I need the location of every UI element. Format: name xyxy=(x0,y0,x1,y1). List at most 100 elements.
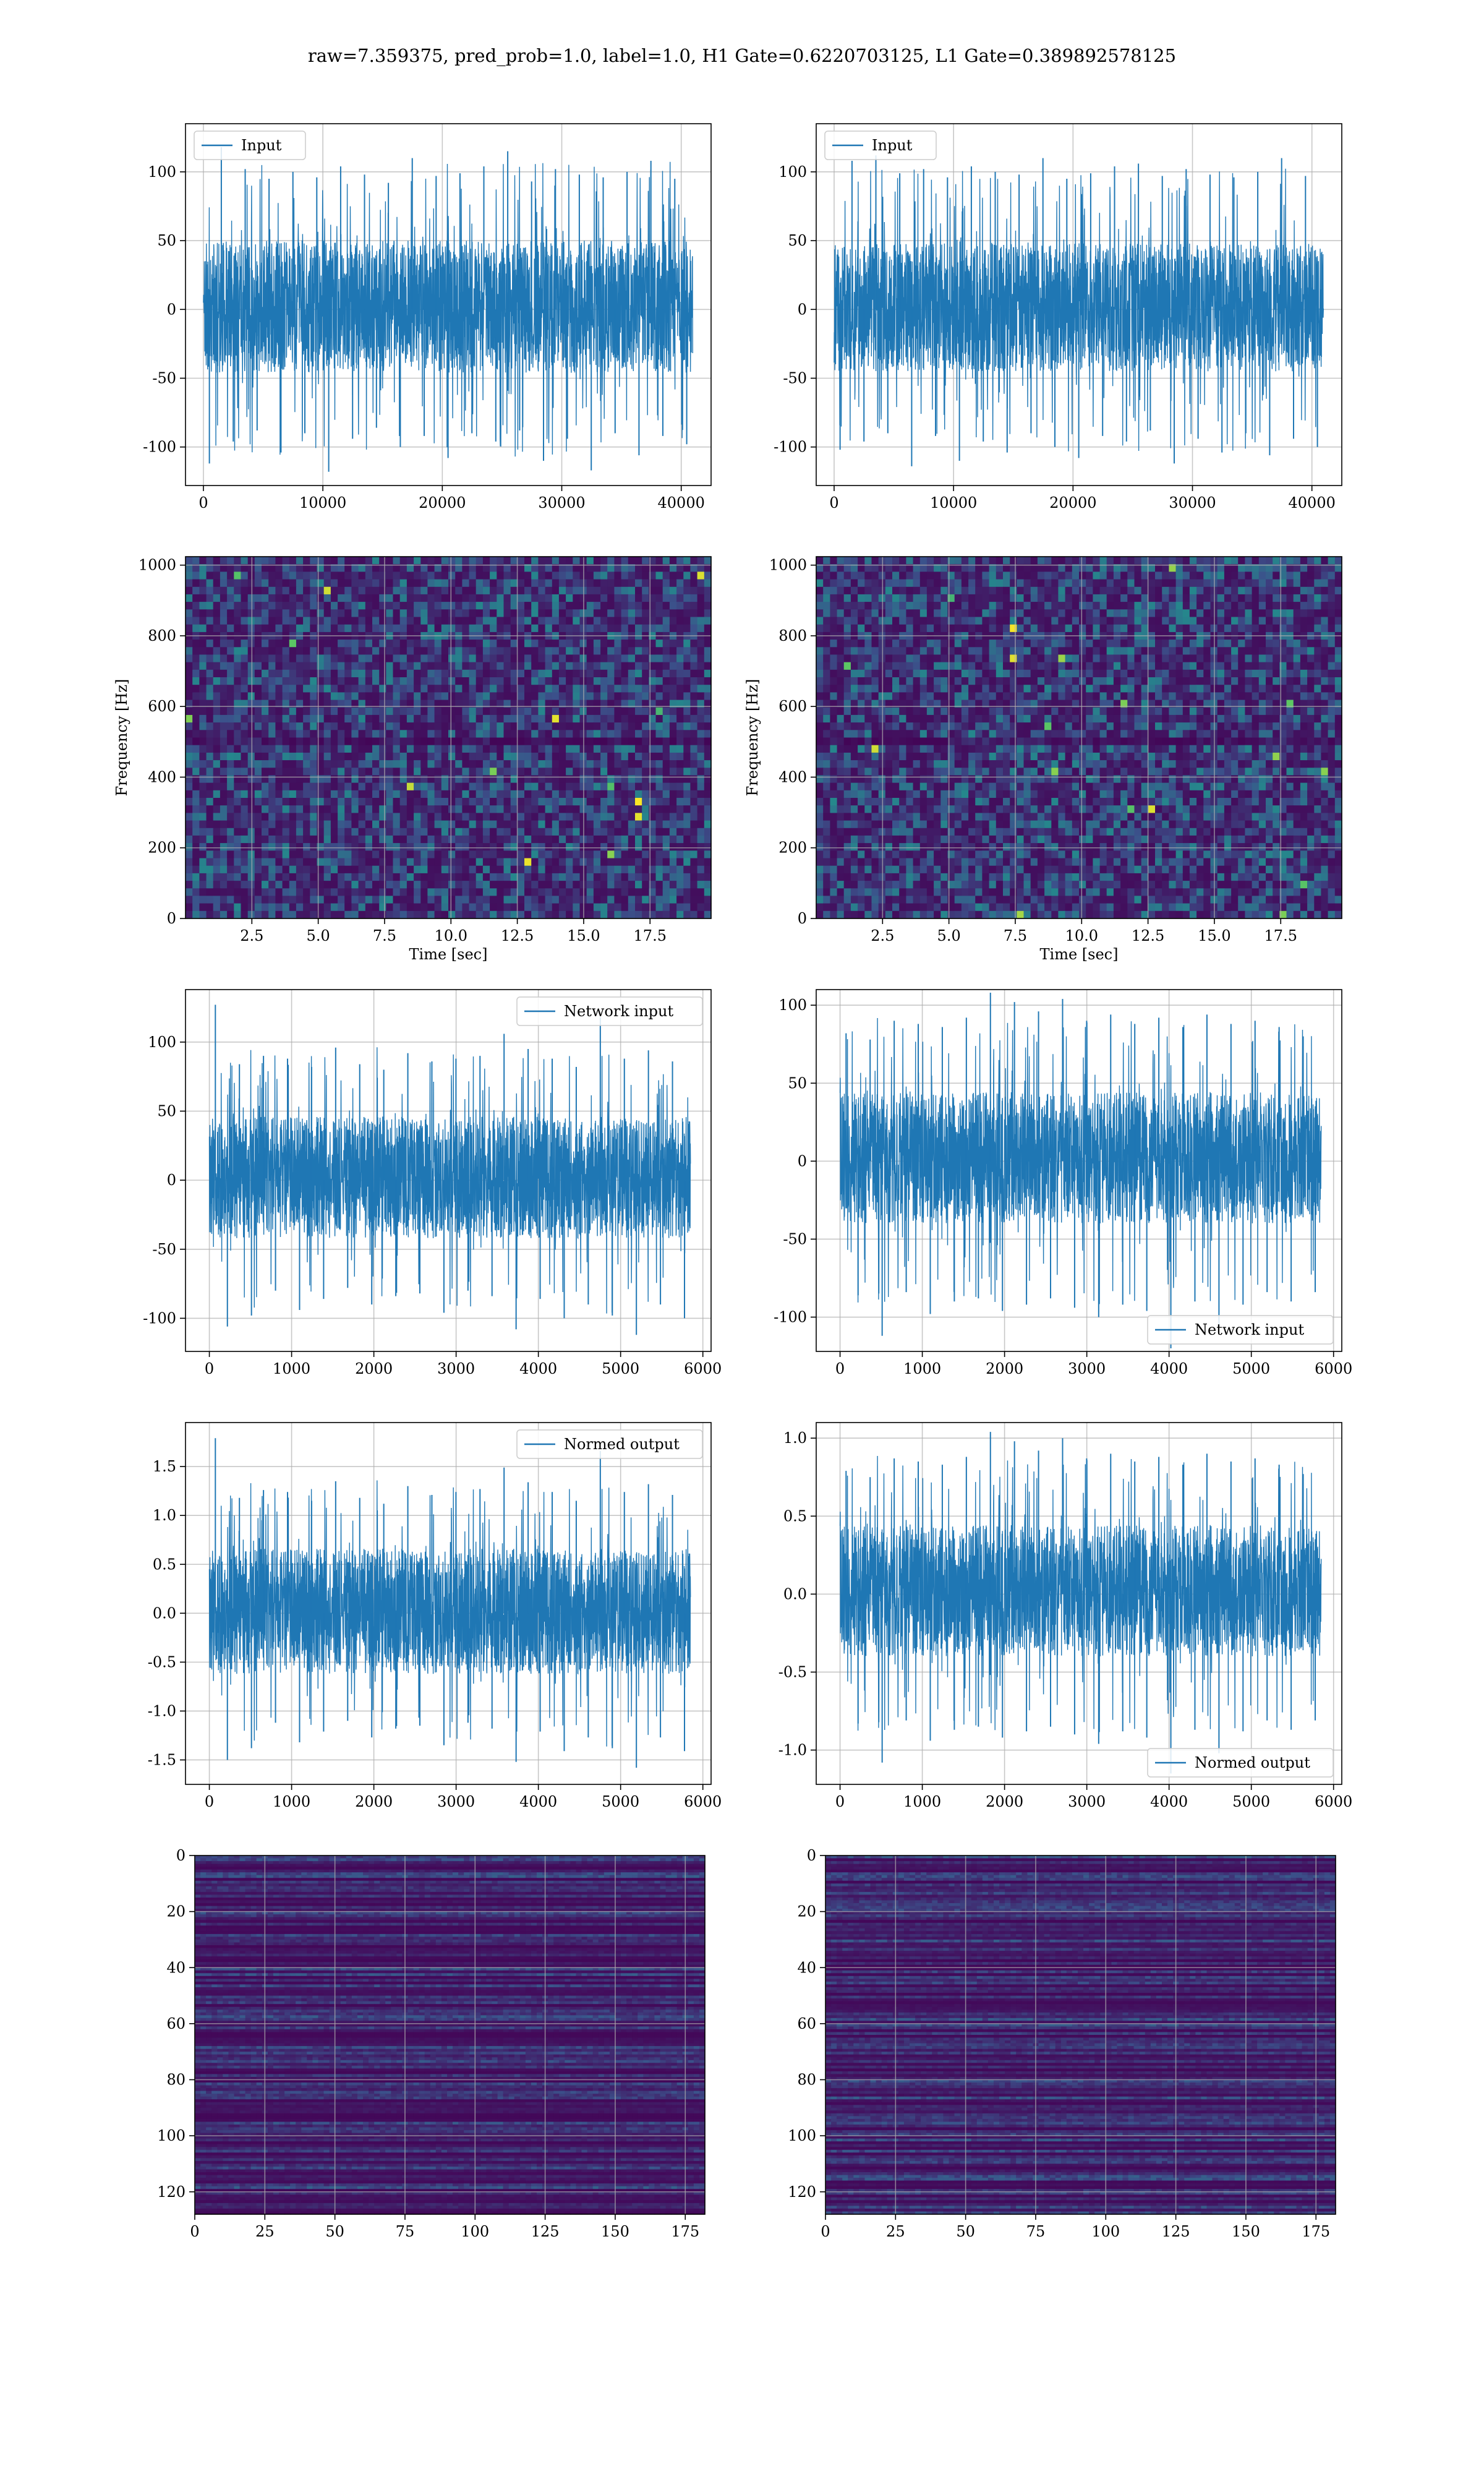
legend-label: Input xyxy=(241,137,282,154)
hot-pixel xyxy=(524,858,531,866)
hot-pixel xyxy=(844,662,851,670)
y-tick-label: 40 xyxy=(166,1959,186,1976)
x-tick-label: 10.0 xyxy=(1065,927,1098,944)
hot-pixel xyxy=(324,587,331,594)
x-tick-label: 20000 xyxy=(1049,494,1096,511)
legend-label: Network input xyxy=(564,1003,673,1020)
hot-pixel xyxy=(871,745,878,753)
x-tick-label: 0 xyxy=(198,494,208,511)
legend: Normed output xyxy=(517,1430,702,1458)
x-tick-label: 2.5 xyxy=(240,927,263,944)
y-tick-label: 40 xyxy=(797,1959,816,1976)
x-tick-label: 4000 xyxy=(519,1793,557,1810)
y-tick-label: -50 xyxy=(783,1230,807,1248)
x-tick-label: 5000 xyxy=(1232,1360,1270,1377)
y-tick-label: -100 xyxy=(774,1309,807,1326)
legend: Input xyxy=(194,131,305,160)
y-tick-label: 100 xyxy=(157,2127,186,2144)
hot-pixel xyxy=(607,850,614,858)
x-tick-label: 40000 xyxy=(1289,494,1336,511)
x-tick-label: 1000 xyxy=(903,1360,941,1377)
y-tick-label: 80 xyxy=(797,2071,816,2089)
y-tick-label: 0.0 xyxy=(153,1604,176,1622)
y-tick-label: -100 xyxy=(143,1309,176,1327)
y-tick-label: 100 xyxy=(778,996,807,1014)
y-tick-label: 0.5 xyxy=(783,1507,807,1525)
y-axis-label: Frequency [Hz] xyxy=(744,679,761,797)
hot-pixel xyxy=(1044,722,1051,730)
hot-pixel xyxy=(1148,805,1155,813)
y-tick-label: 50 xyxy=(157,1102,176,1119)
y-tick-label: 100 xyxy=(148,1034,176,1051)
y-tick-label: 1000 xyxy=(139,557,176,574)
x-tick-label: 7.5 xyxy=(1004,927,1027,944)
x-tick-label: 3000 xyxy=(1068,1793,1106,1810)
x-tick-label: 3000 xyxy=(1068,1360,1106,1377)
y-tick-label: 80 xyxy=(166,2071,186,2089)
x-tick-label: 2.5 xyxy=(871,927,894,944)
x-tick-label: 0 xyxy=(821,2223,830,2240)
x-tick-label: 10.0 xyxy=(435,927,467,944)
y-tick-label: -50 xyxy=(783,370,807,387)
y-tick-label: 0 xyxy=(807,1847,816,1864)
x-tick-label: 12.5 xyxy=(501,927,534,944)
y-tick-label: 20 xyxy=(166,1903,186,1920)
x-axis-label: Time [sec] xyxy=(1040,946,1119,963)
x-tick-label: 1000 xyxy=(273,1360,310,1377)
y-tick-label: 0 xyxy=(798,910,807,927)
y-tick-label: 400 xyxy=(778,768,807,785)
x-tick-label: 1000 xyxy=(273,1793,310,1810)
l1-spectrogram-panel: 2.5 5.0 7.5 10.0 12.5 15.0 17.5020040060080010… xyxy=(744,557,1342,963)
x-tick-label: 2000 xyxy=(355,1793,393,1810)
y-tick-label: 50 xyxy=(157,232,176,249)
x-tick-label: 3000 xyxy=(437,1793,475,1810)
y-tick-label: 600 xyxy=(148,698,176,715)
figure-title: raw=7.359375, pred_prob=1.0, label=1.0, … xyxy=(308,45,1176,67)
y-tick-label: 60 xyxy=(166,2015,186,2032)
x-tick-label: 10000 xyxy=(930,494,977,511)
hot-pixel xyxy=(289,640,296,647)
spectrogram-image xyxy=(186,557,712,919)
y-tick-label: 0 xyxy=(176,1847,186,1864)
hot-pixel xyxy=(407,783,414,790)
y-tick-label: 0 xyxy=(798,301,807,318)
spectrogram-image xyxy=(816,557,1342,919)
hot-pixel xyxy=(1127,805,1134,813)
y-tick-label: 120 xyxy=(788,2183,816,2201)
x-tick-label: 6000 xyxy=(684,1793,722,1810)
x-tick-label: 100 xyxy=(1091,2223,1120,2240)
y-tick-label: 800 xyxy=(148,627,176,644)
y-tick-label: 400 xyxy=(148,768,176,785)
x-tick-label: 5000 xyxy=(602,1793,639,1810)
y-tick-label: 1.0 xyxy=(153,1507,176,1524)
x-tick-label: 0 xyxy=(829,494,838,511)
x-tick-label: 6000 xyxy=(1315,1360,1352,1377)
legend: Network input xyxy=(517,997,702,1025)
hot-pixel xyxy=(490,768,497,775)
x-tick-label: 17.5 xyxy=(634,927,667,944)
hot-pixel xyxy=(607,783,614,790)
x-tick-label: 30000 xyxy=(538,494,585,511)
x-tick-label: 40000 xyxy=(658,494,705,511)
y-tick-label: 60 xyxy=(797,2015,816,2032)
legend: Input xyxy=(825,131,936,160)
h1-spectrogram-panel: 2.5 5.0 7.5 10.0 12.5 15.0 17.5020040060080010… xyxy=(113,557,712,963)
hot-pixel xyxy=(1321,768,1328,775)
hot-pixel xyxy=(697,571,704,579)
x-tick-label: 6000 xyxy=(1315,1793,1352,1810)
x-tick-label: 2000 xyxy=(355,1360,393,1377)
l1-network-input-panel: 0 1000 2000 3000 4000 5000 6000-100-50050100Ne… xyxy=(774,990,1352,1377)
x-tick-label: 15.0 xyxy=(1198,927,1230,944)
x-tick-label: 1000 xyxy=(903,1793,941,1810)
y-tick-label: 200 xyxy=(778,839,807,857)
y-tick-label: 800 xyxy=(778,627,807,644)
hot-pixel xyxy=(234,571,241,579)
hot-pixel xyxy=(1273,753,1279,760)
hot-pixel xyxy=(1058,654,1065,662)
x-tick-label: 17.5 xyxy=(1264,927,1297,944)
y-tick-label: 1000 xyxy=(769,557,807,574)
x-tick-label: 5000 xyxy=(602,1360,639,1377)
y-tick-label: 0 xyxy=(167,910,176,927)
x-tick-label: 125 xyxy=(1162,2223,1190,2240)
